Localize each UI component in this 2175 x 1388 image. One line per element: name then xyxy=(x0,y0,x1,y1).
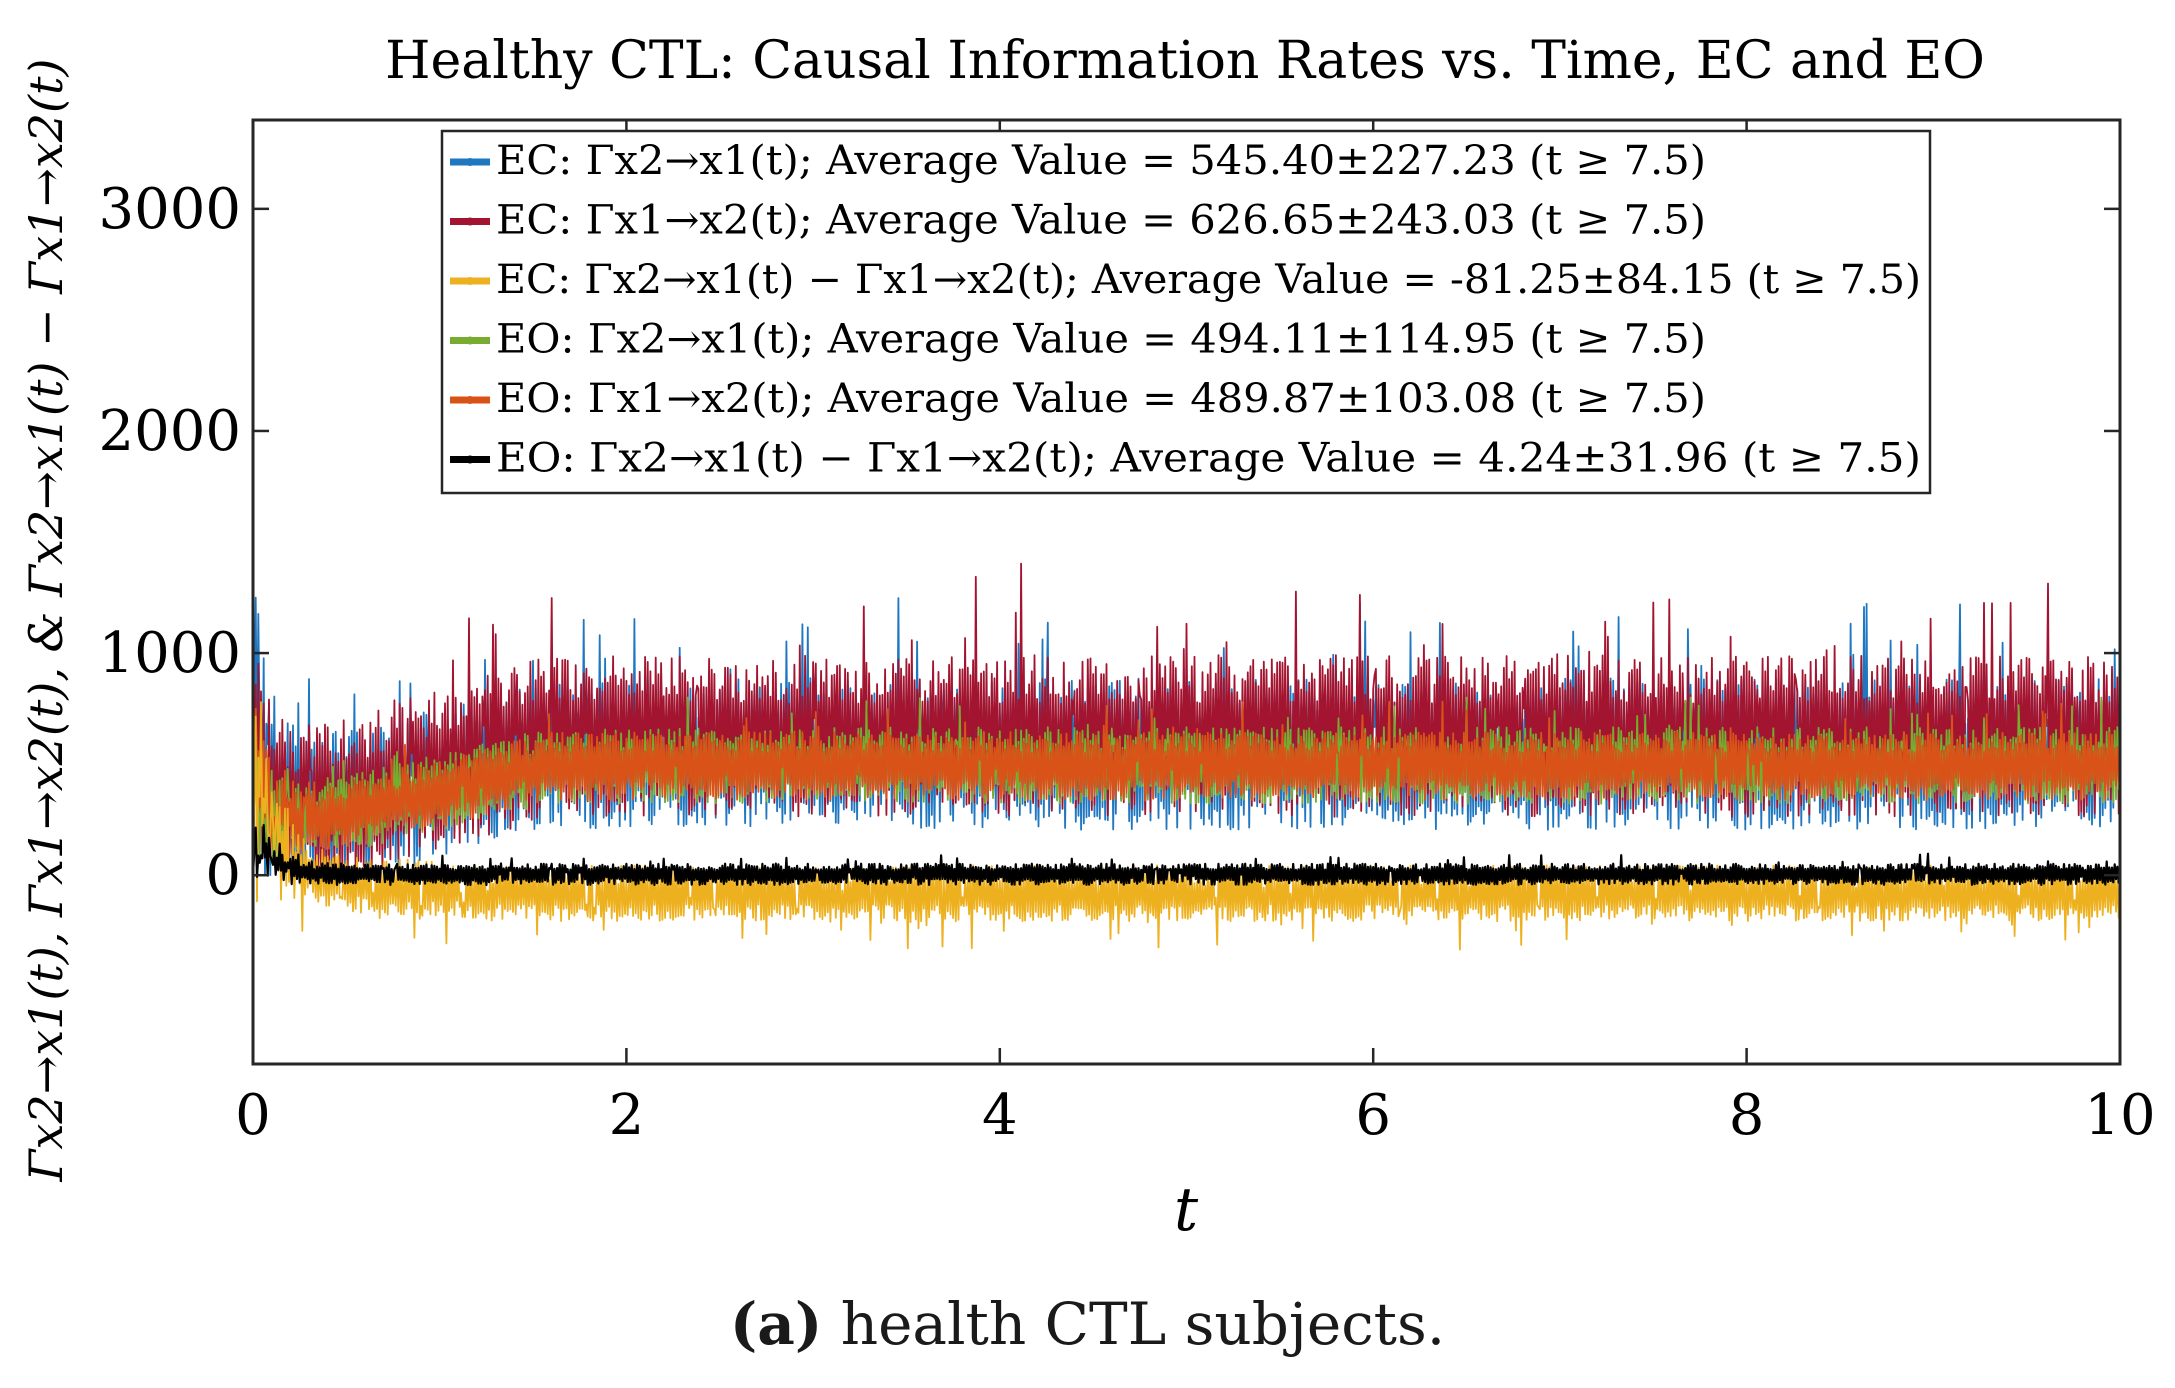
y-tick-label: 1000 xyxy=(98,621,241,686)
legend-marker xyxy=(466,277,474,285)
series-line-5 xyxy=(251,823,2122,887)
axes-box xyxy=(251,118,2122,1066)
x-tick-label: 6 xyxy=(1355,1083,1391,1148)
legend-entry-label: EO: Γx2→x1(t) − Γx1→x2(t); Average Value… xyxy=(496,436,1921,482)
legend-marker xyxy=(466,217,474,226)
figure-caption: (a) health CTL subjects. xyxy=(0,1290,2175,1358)
legend-marker xyxy=(466,396,474,404)
legend-entry-label: EO: Γx2→x1(t); Average Value = 494.11±11… xyxy=(496,317,1706,363)
x-tick-label: 4 xyxy=(982,1083,1018,1148)
x-axis-label: t xyxy=(1174,1175,1199,1245)
legend-marker xyxy=(466,455,474,464)
y-axis-label: Γx2→x1(t), Γx1→x2(t), & Γx2→x1(t) − Γx1→… xyxy=(19,59,73,1183)
y-tick-label: 0 xyxy=(205,843,241,908)
legend-entry-label: EC: Γx2→x1(t); Average Value = 545.40±22… xyxy=(496,138,1706,184)
tick-layer: 0 2 4 6 8 10 0 1000 2000 3000 xyxy=(98,120,2156,1148)
legend-box xyxy=(440,129,1932,495)
legend-marker xyxy=(466,158,474,166)
x-tick-label: 2 xyxy=(609,1083,645,1148)
x-tick-label: 8 xyxy=(1729,1083,1765,1148)
legend-marker xyxy=(466,336,474,345)
legend-entry-label: EC: Γx1→x2(t); Average Value = 626.65±24… xyxy=(496,198,1706,244)
series-layer xyxy=(251,562,2122,951)
legend: EC: Γx2→x1(t); Average Value = 545.40±22… xyxy=(440,129,1932,495)
caption-text: health CTL subjects. xyxy=(840,1290,1446,1358)
y-tick-label: 3000 xyxy=(98,177,241,242)
chart-title: Healthy CTL: Causal Information Rates vs… xyxy=(385,31,1985,91)
legend-entry-label: EC: Γx2→x1(t) − Γx1→x2(t); Average Value… xyxy=(496,257,1921,303)
legend-entry-label: EO: Γx1→x2(t); Average Value = 489.87±10… xyxy=(496,376,1706,422)
caption-label: (a) xyxy=(729,1290,823,1358)
series-line-4 xyxy=(252,700,2121,876)
x-tick-label: 10 xyxy=(2084,1083,2155,1148)
x-tick-label: 0 xyxy=(235,1083,271,1148)
y-tick-label: 2000 xyxy=(98,399,241,464)
